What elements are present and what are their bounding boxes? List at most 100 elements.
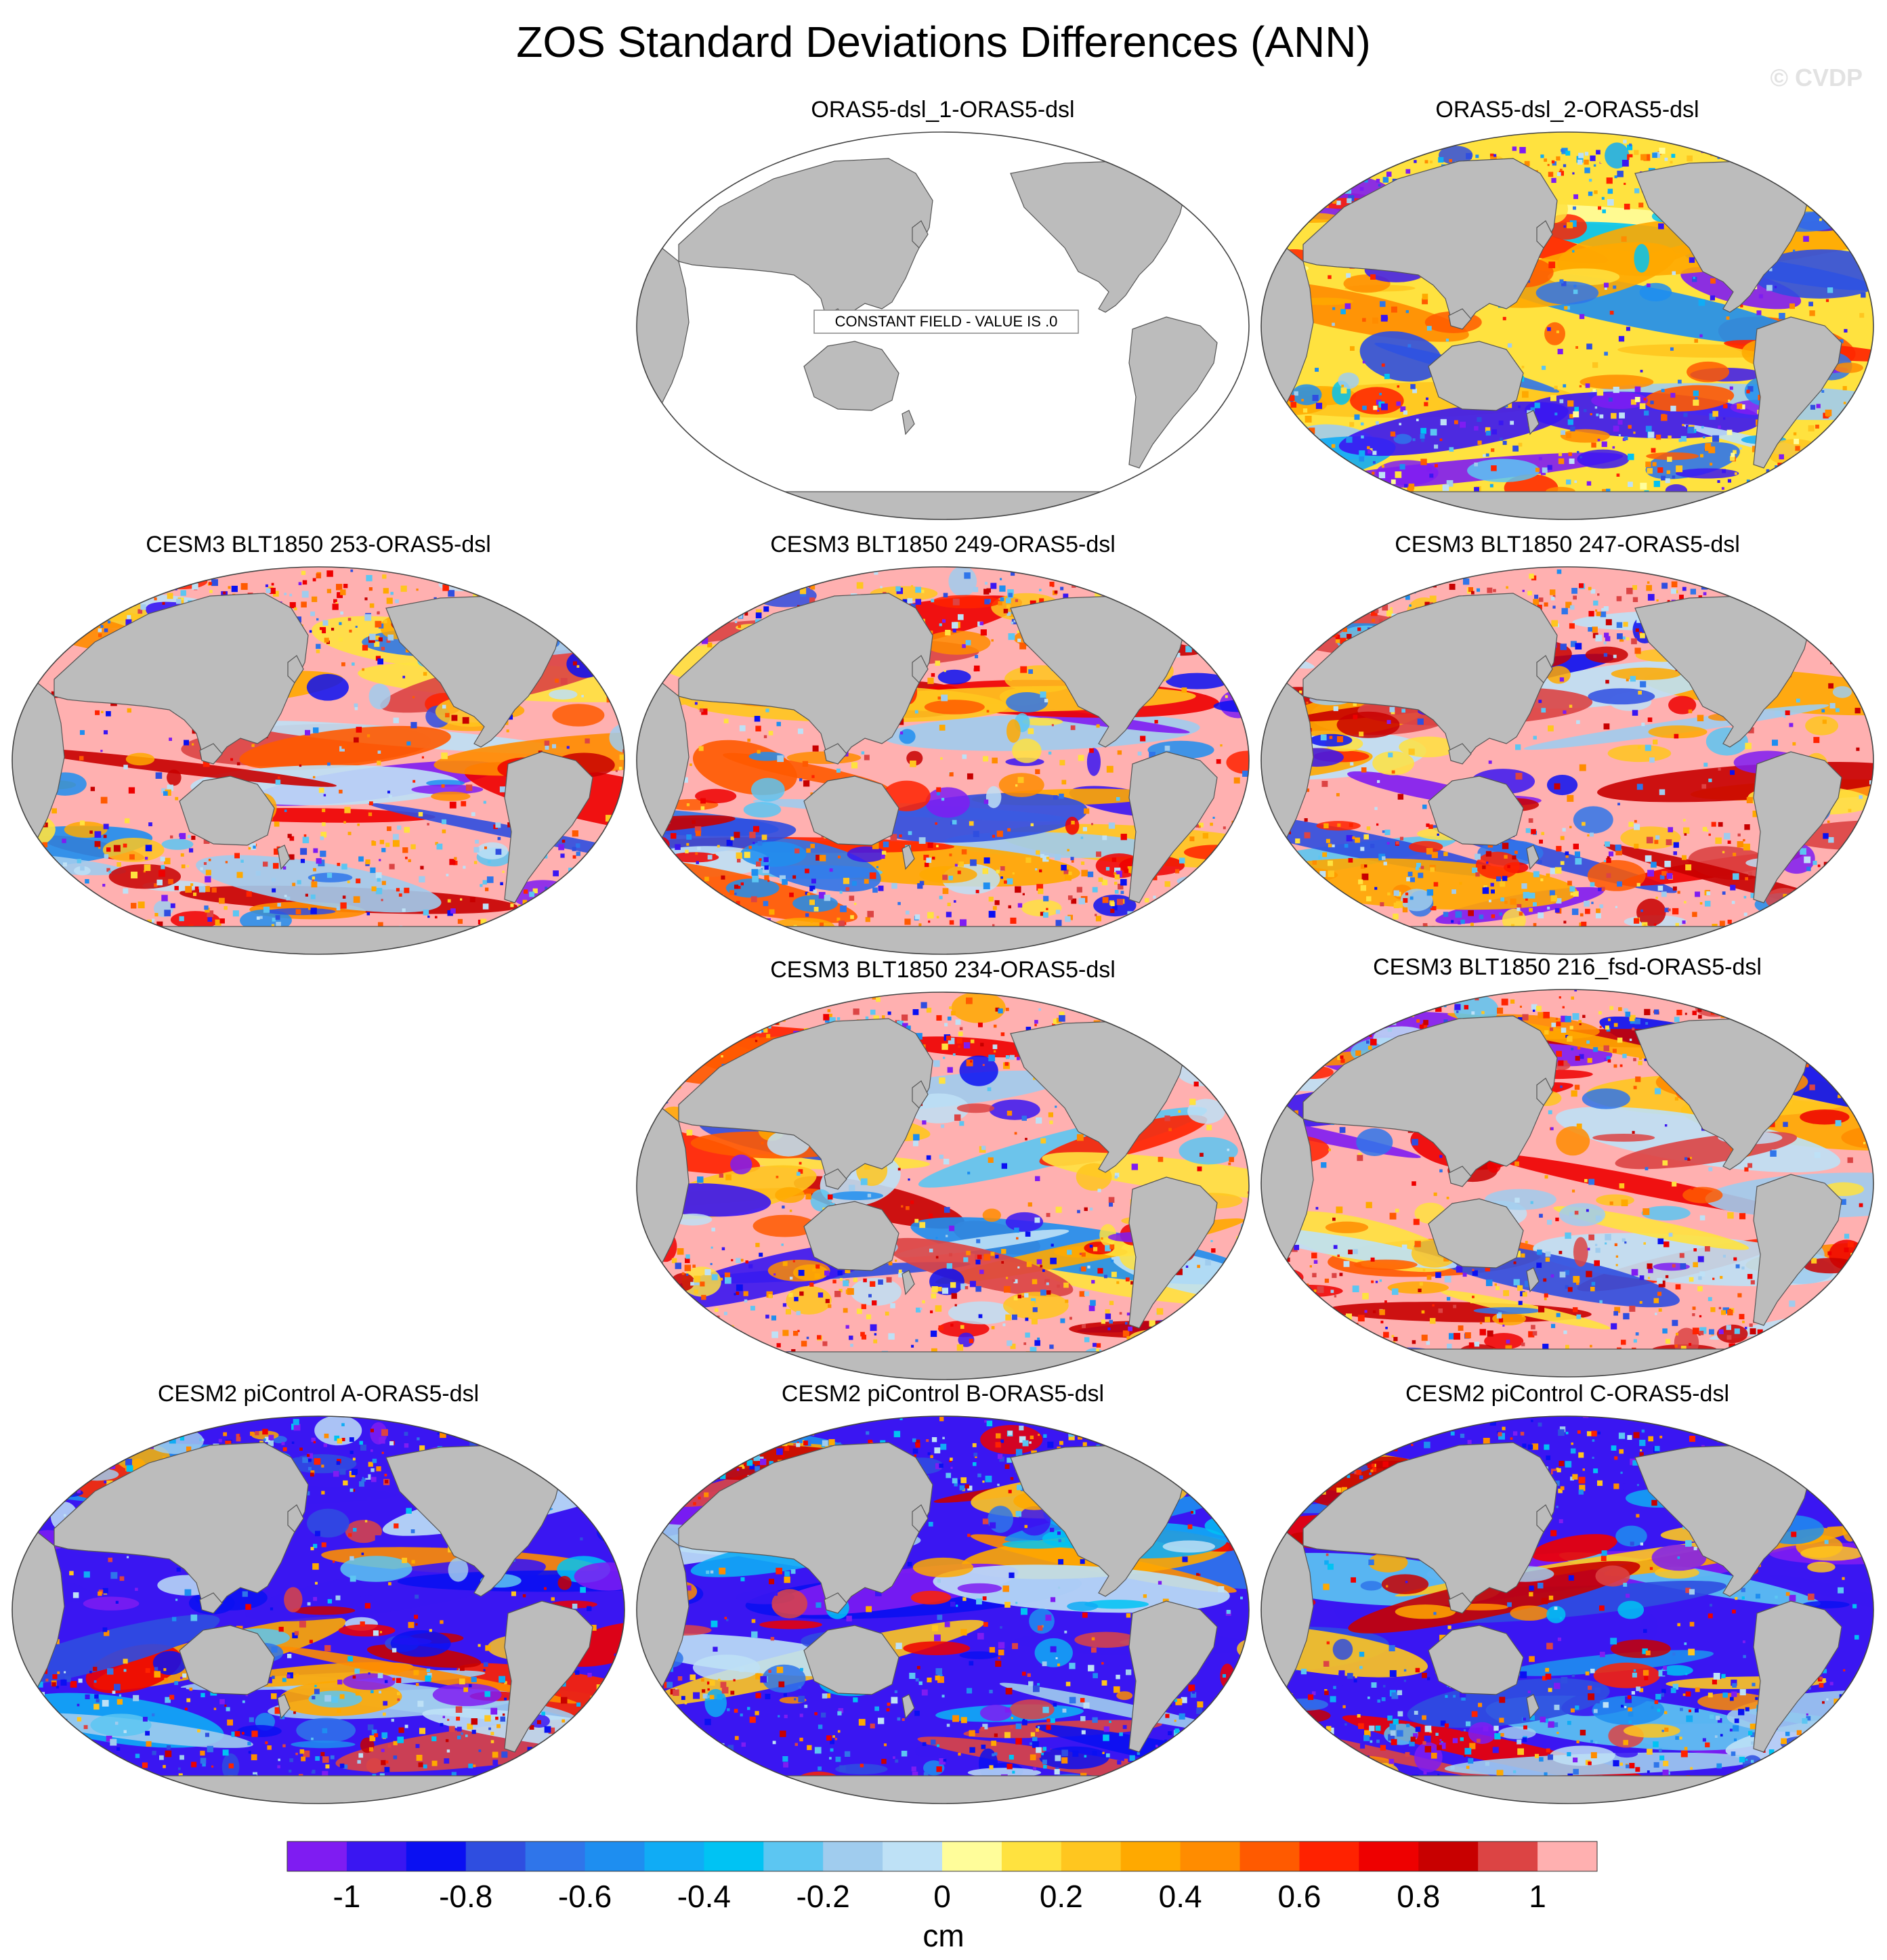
colorbar-swatch <box>1061 1841 1122 1871</box>
land-antarctica <box>1261 491 1873 519</box>
land-borneo <box>1448 1166 1472 1187</box>
land-newzealand <box>902 1270 915 1296</box>
land-asia <box>678 1442 933 1614</box>
land-asia <box>1302 158 1558 330</box>
land-australia <box>803 1625 899 1695</box>
land-japan <box>1536 1078 1553 1106</box>
land-samerica <box>1753 751 1842 903</box>
land-newzealand <box>1526 1267 1540 1293</box>
land-europe <box>1844 1467 1873 1546</box>
map-canvas <box>636 992 1250 1380</box>
map-canvas <box>1260 1415 1874 1804</box>
colorbar-swatch <box>883 1841 943 1871</box>
land-europe <box>595 1467 624 1546</box>
land-asia <box>678 158 933 330</box>
land-europe <box>1844 618 1873 697</box>
panel-title: CESM3 BLT1850 216_fsd-ORAS5-dsl <box>1373 954 1762 980</box>
land-greenland <box>1159 580 1228 626</box>
map-panel-oras5-dsl-2: ORAS5-dsl_2-ORAS5-dsl <box>1256 95 1879 528</box>
land-newzealand <box>277 1694 291 1720</box>
land-borneo <box>1448 1592 1472 1614</box>
land-greenland <box>1783 146 1852 191</box>
figure-title: ZOS Standard Deviations Differences (ANN… <box>516 18 1371 66</box>
land-borneo <box>1448 308 1472 330</box>
land-europe <box>1220 183 1249 262</box>
land-greenland <box>1159 1430 1228 1475</box>
map-border <box>1260 566 1874 955</box>
panel-title: ORAS5-dsl_1-ORAS5-dsl <box>811 97 1075 123</box>
panel-title: CESM2 piControl C-ORAS5-dsl <box>1405 1381 1730 1407</box>
panel-title: CESM3 BLT1850 253-ORAS5-dsl <box>146 532 491 557</box>
colorbar-swatch <box>1299 1841 1359 1871</box>
land-newzealand <box>1526 845 1540 870</box>
land-australia <box>1428 1198 1524 1269</box>
colorbar-swatch <box>823 1841 883 1871</box>
map-canvas <box>636 566 1250 955</box>
map-canvas: CONSTANT FIELD - VALUE IS .0 <box>636 131 1250 520</box>
colorbar-tick-label: -0.4 <box>677 1879 731 1914</box>
colorbar-swatch <box>644 1841 704 1871</box>
colorbar-swatch <box>1120 1841 1181 1871</box>
colorbar-swatch <box>1001 1841 1062 1871</box>
panel-title: CESM3 BLT1850 234-ORAS5-dsl <box>770 957 1116 983</box>
land-australia <box>1428 775 1524 846</box>
land-samerica <box>1753 1600 1842 1753</box>
colorbar-swatch <box>1359 1841 1419 1871</box>
map-border <box>636 992 1250 1380</box>
map-canvas <box>1260 131 1874 520</box>
colorbar-swatch <box>942 1841 1002 1871</box>
colorbar-swatch <box>406 1841 467 1871</box>
colorbar-swatch <box>1418 1841 1479 1871</box>
map-canvas <box>1260 989 1874 1378</box>
colorbar-tick-label: -0.6 <box>557 1879 612 1914</box>
land-greenland <box>534 580 603 626</box>
land-asia <box>1302 593 1558 765</box>
map-panel-cesm3-234: CESM3 BLT1850 234-ORAS5-dsl <box>631 955 1254 1388</box>
constant-field-note: CONSTANT FIELD - VALUE IS .0 <box>835 313 1058 330</box>
panel-title: CESM2 piControl A-ORAS5-dsl <box>157 1381 480 1407</box>
land-asia <box>678 593 933 765</box>
map-panel-cesm2-c: CESM2 piControl C-ORAS5-dsl <box>1256 1379 1879 1812</box>
land-samerica <box>1753 316 1842 469</box>
land-europe <box>1844 1040 1873 1120</box>
colorbar-swatch <box>1180 1841 1241 1871</box>
colorbar-units: cm <box>923 1918 964 1953</box>
colorbar-tick-label: 0.4 <box>1158 1879 1202 1914</box>
map-panel-oras5-dsl-1: ORAS5-dsl_1-ORAS5-dsl CONSTANT FIELD - V… <box>631 95 1254 528</box>
land-europe <box>1220 1467 1249 1546</box>
panel-title: CESM3 BLT1850 247-ORAS5-dsl <box>1395 532 1740 557</box>
colorbar-swatch <box>704 1841 764 1871</box>
land-asia <box>54 1442 309 1614</box>
land-greenland <box>1783 1430 1852 1475</box>
land-australia <box>803 775 899 846</box>
watermark: © CVDP <box>1770 64 1863 91</box>
map-border <box>12 1415 625 1804</box>
land-samerica <box>1128 316 1218 469</box>
land-australia <box>1428 1625 1524 1695</box>
land-japan <box>912 655 929 683</box>
map-panel-cesm3-216-fsd: CESM3 BLT1850 216_fsd-ORAS5-dsl <box>1256 952 1879 1386</box>
map-border <box>1260 989 1874 1378</box>
colorbar-swatch <box>465 1841 526 1871</box>
colorbar-tick-label: -1 <box>333 1879 361 1914</box>
land-antarctica <box>637 1775 1249 1804</box>
colorbar-tick-label: 0 <box>933 1879 951 1914</box>
colorbar-swatch <box>763 1841 824 1871</box>
land-japan <box>1536 655 1553 683</box>
map-border <box>636 131 1250 520</box>
land-australia <box>803 341 899 411</box>
land-asia <box>678 1018 933 1190</box>
land-samerica <box>1128 1176 1218 1329</box>
land-borneo <box>824 1168 847 1190</box>
map-panel-cesm2-b: CESM2 piControl B-ORAS5-dsl <box>631 1379 1254 1812</box>
land-antarctica <box>12 1775 624 1804</box>
colorbar-tick-label: 0.6 <box>1277 1879 1321 1914</box>
colorbar-swatch <box>585 1841 645 1871</box>
land-antarctica <box>637 491 1249 519</box>
map-border <box>12 566 625 955</box>
land-borneo <box>824 743 847 765</box>
land-newzealand <box>902 845 915 870</box>
land-japan <box>912 220 929 249</box>
land-newzealand <box>1526 1694 1540 1720</box>
land-asia <box>1302 1442 1558 1614</box>
